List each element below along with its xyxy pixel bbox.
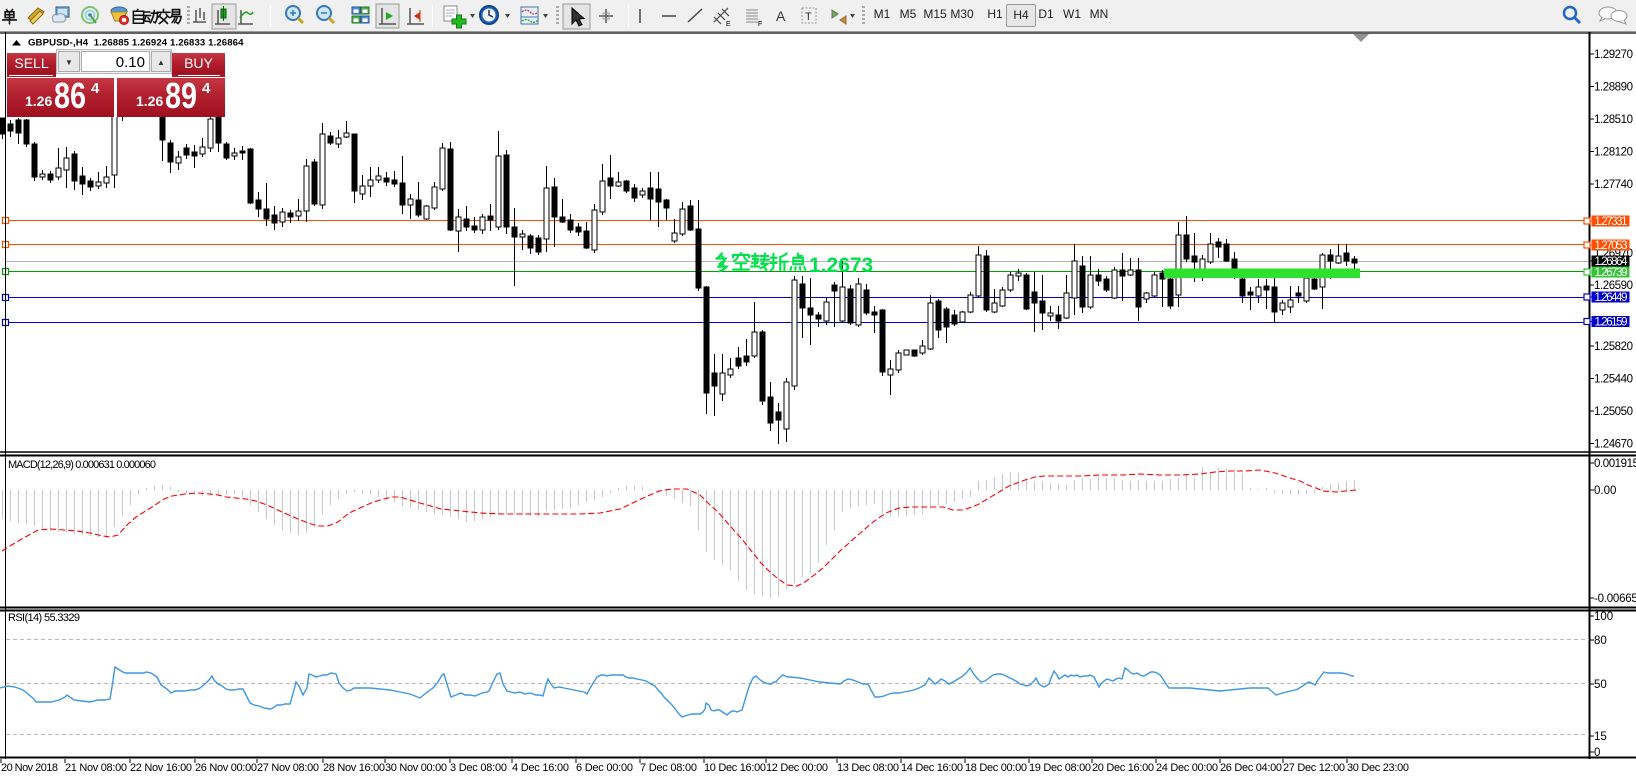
svg-text:1.25050: 1.25050 [1594,406,1633,418]
svg-text:A: A [776,8,786,24]
svg-text:0.00: 0.00 [1594,485,1616,497]
svg-text:1.25820: 1.25820 [1594,341,1633,353]
svg-text:1.29270: 1.29270 [1594,49,1633,61]
svg-text:GBPUSD-,H4 1.26885 1.26924 1.: GBPUSD-,H4 1.26885 1.26924 1.26833 1.268… [28,38,244,49]
svg-text:1.25440: 1.25440 [1594,373,1633,385]
svg-text:27 Nov 08:00: 27 Nov 08:00 [257,762,319,774]
svg-text:12 Dec 00:00: 12 Dec 00:00 [766,762,828,774]
svg-text:7 Dec 08:00: 7 Dec 08:00 [640,762,697,774]
svg-text:-0.006659: -0.006659 [1594,593,1636,605]
svg-text:21 Nov 08:00: 21 Nov 08:00 [65,762,127,774]
svg-text:F: F [758,21,762,28]
svg-text:1.27331: 1.27331 [1595,216,1628,228]
svg-text:1.26739: 1.26739 [1595,267,1628,279]
svg-text:4 Dec 16:00: 4 Dec 16:00 [512,762,569,774]
svg-text:1.26864: 1.26864 [1595,256,1629,268]
svg-text:E: E [726,21,731,28]
svg-text:1.26449: 1.26449 [1595,292,1628,304]
svg-text:26 Nov 00:00: 26 Nov 00:00 [195,762,257,774]
svg-text:14 Dec 16:00: 14 Dec 16:00 [901,762,963,774]
svg-text:MACD(12,26,9) 0.000631 0.00006: MACD(12,26,9) 0.000631 0.000060 [8,459,156,471]
svg-text:1.24670: 1.24670 [1594,438,1633,450]
svg-text:30 Dec 23:00: 30 Dec 23:00 [1347,762,1409,774]
svg-text:20 Nov 2018: 20 Nov 2018 [1,762,58,774]
svg-text:3 Dec 08:00: 3 Dec 08:00 [450,762,507,774]
svg-text:24 Dec 00:00: 24 Dec 00:00 [1156,762,1218,774]
svg-text:1.26159: 1.26159 [1595,317,1628,329]
svg-text:6 Dec 00:00: 6 Dec 00:00 [576,762,633,774]
svg-text:0.001915: 0.001915 [1594,458,1636,470]
svg-text:30 Nov 00:00: 30 Nov 00:00 [385,762,447,774]
svg-text:0: 0 [1594,747,1600,759]
svg-text:10 Dec 16:00: 10 Dec 16:00 [704,762,766,774]
svg-text:27 Dec 12:00: 27 Dec 12:00 [1283,762,1345,774]
svg-text:1.26590: 1.26590 [1594,280,1633,292]
svg-text:20 Dec 16:00: 20 Dec 16:00 [1092,762,1154,774]
svg-text:13 Dec 08:00: 13 Dec 08:00 [837,762,899,774]
svg-text:28 Nov 16:00: 28 Nov 16:00 [323,762,385,774]
svg-text:1.28890: 1.28890 [1594,81,1633,93]
svg-text:1.27053: 1.27053 [1595,240,1628,252]
svg-text:26 Dec 04:00: 26 Dec 04:00 [1220,762,1282,774]
svg-text:15: 15 [1594,731,1607,743]
svg-text:1.2673: 1.2673 [809,254,873,277]
svg-text:80: 80 [1594,635,1607,647]
svg-text:50: 50 [1594,679,1607,691]
svg-text:22 Nov 16:00: 22 Nov 16:00 [130,762,192,774]
svg-text:RSI(14) 55.3329: RSI(14) 55.3329 [8,612,80,624]
svg-text:T: T [805,11,812,23]
svg-text:100: 100 [1594,611,1613,623]
svg-text:1.27740: 1.27740 [1594,179,1633,191]
svg-text:19 Dec 08:00: 19 Dec 08:00 [1029,762,1091,774]
svg-text:1.28510: 1.28510 [1594,114,1633,126]
svg-text:18 Dec 00:00: 18 Dec 00:00 [965,762,1027,774]
svg-text:1.28120: 1.28120 [1594,146,1633,158]
